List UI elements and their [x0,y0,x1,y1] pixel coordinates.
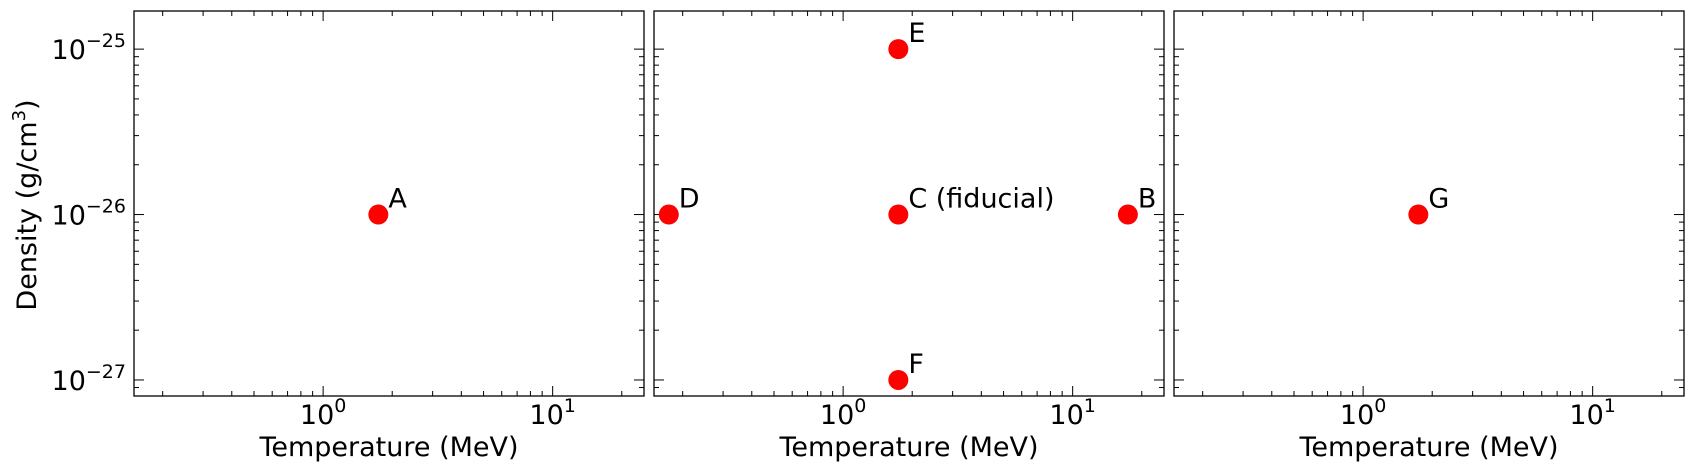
plot-frame [133,10,645,397]
point-label: G [1428,184,1449,215]
y-tick-label: 10−27 [52,361,126,397]
x-tick-label: 101 [1049,395,1095,431]
point-label: A [388,184,407,215]
y-tick-label: 10−26 [52,196,126,232]
point-label: F [908,349,924,380]
data-point [368,204,389,225]
x-axis-label: Temperature (MeV) [1298,432,1558,463]
point-label: E [908,18,925,49]
panel-3: 100 101 Temperature (MeV) G [1173,10,1685,463]
x-tick-label: 100 [820,395,866,431]
x-tick-label: 101 [1569,395,1615,431]
data-point [1117,204,1138,225]
y-axis-label-superscript: 3 [9,110,30,121]
x-tick-label: 100 [1340,395,1386,431]
x-tick-label: 101 [529,395,575,431]
point-label: D [679,184,700,215]
point-label: B [1138,184,1157,215]
plot-frame [1173,10,1685,397]
data-point [888,369,909,390]
data-point [1408,204,1429,225]
panel-2: 100 101 Temperature (MeV) D C (fiducial) B E F [653,10,1165,463]
y-tick-label: 10−25 [52,30,126,66]
data-point [658,204,679,225]
data-point [888,39,909,60]
panel-1: 100 101 10−25 10−26 10−27 Temperature (MeV) A [52,10,645,463]
data-point [888,204,909,225]
y-axis-label: Density (g/cm3) [9,99,43,310]
plot-frame [653,10,1165,397]
point-label: C (fiducial) [908,184,1054,215]
x-axis-label: Temperature (MeV) [778,432,1038,463]
x-axis-label: Temperature (MeV) [258,432,518,463]
x-tick-label: 100 [300,395,346,431]
